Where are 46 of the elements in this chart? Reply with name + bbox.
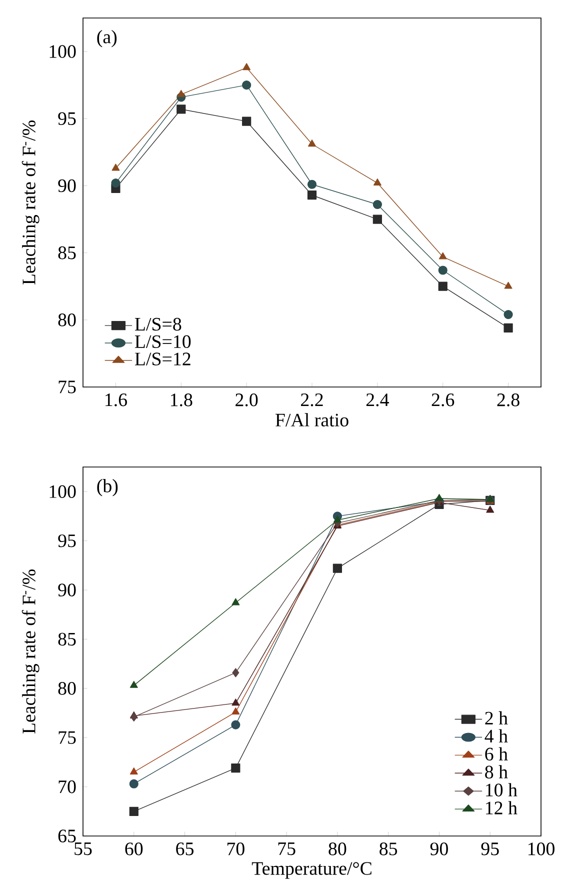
x-tick-label: 90 [430,842,448,856]
x-tick-label: 70 [227,842,244,856]
y-tick-label: 95 [58,534,76,548]
x-axis-title: F/Al ratio [275,413,348,426]
y-tick-label: 95 [58,112,76,125]
y-tick-label: 90 [58,584,76,596]
y-tick-label: 80 [58,314,76,326]
text: (a) [97,30,117,48]
x-tick-label: 2.4 [366,394,389,406]
y-axis-title: Leaching rate of F$^{-}$/% [22,120,40,285]
x-tick-label: 2.0 [236,394,258,406]
y-axis-title: Leaching rate of F$^{-}$/% [22,570,40,734]
legend-label: 2 h [485,711,508,724]
y-tick-label: 100 [50,45,76,58]
x-axis-title: Temperature/°C [252,862,372,879]
legend-label: 12 h [486,801,518,814]
y-tick-label: 85 [58,246,76,260]
y-tick-label: 85 [58,632,76,646]
y-tick-label: 90 [58,179,76,192]
x-tick-label: 100 [528,842,554,856]
y-tick-label: 70 [58,780,76,794]
y-tick-label: 75 [58,380,76,394]
x-tick-label: 60 [125,842,143,856]
legend-label: L/S=12 [134,352,190,366]
x-tick-label: 85 [380,842,398,856]
legend-label: L/S=8 [134,318,182,331]
y-tick-label: 100 [50,485,76,498]
x-tick-label: 1.6 [106,394,127,406]
legend-label: L/S=10 [134,335,191,348]
legend-label: 4 h [484,729,508,742]
legend-label: 6 h [485,747,508,761]
legend-label: 8 h [485,765,508,778]
x-tick-label: 95 [481,842,499,856]
x-tick-label: 65 [176,842,194,856]
x-tick-label: 2.8 [497,394,520,406]
y-tick-label: 75 [58,731,76,744]
legend-label: 10 h [486,783,518,796]
x-tick-label: 75 [278,842,296,856]
x-tick-label: 2.6 [432,394,454,406]
text: (b) [97,479,118,496]
x-tick-label: 55 [74,842,92,856]
x-tick-label: 1.8 [170,394,192,406]
y-tick-label: 80 [58,682,76,695]
x-tick-label: 80 [328,842,346,856]
y-tick-label: 65 [58,830,76,842]
x-tick-label: 2.2 [301,394,323,406]
